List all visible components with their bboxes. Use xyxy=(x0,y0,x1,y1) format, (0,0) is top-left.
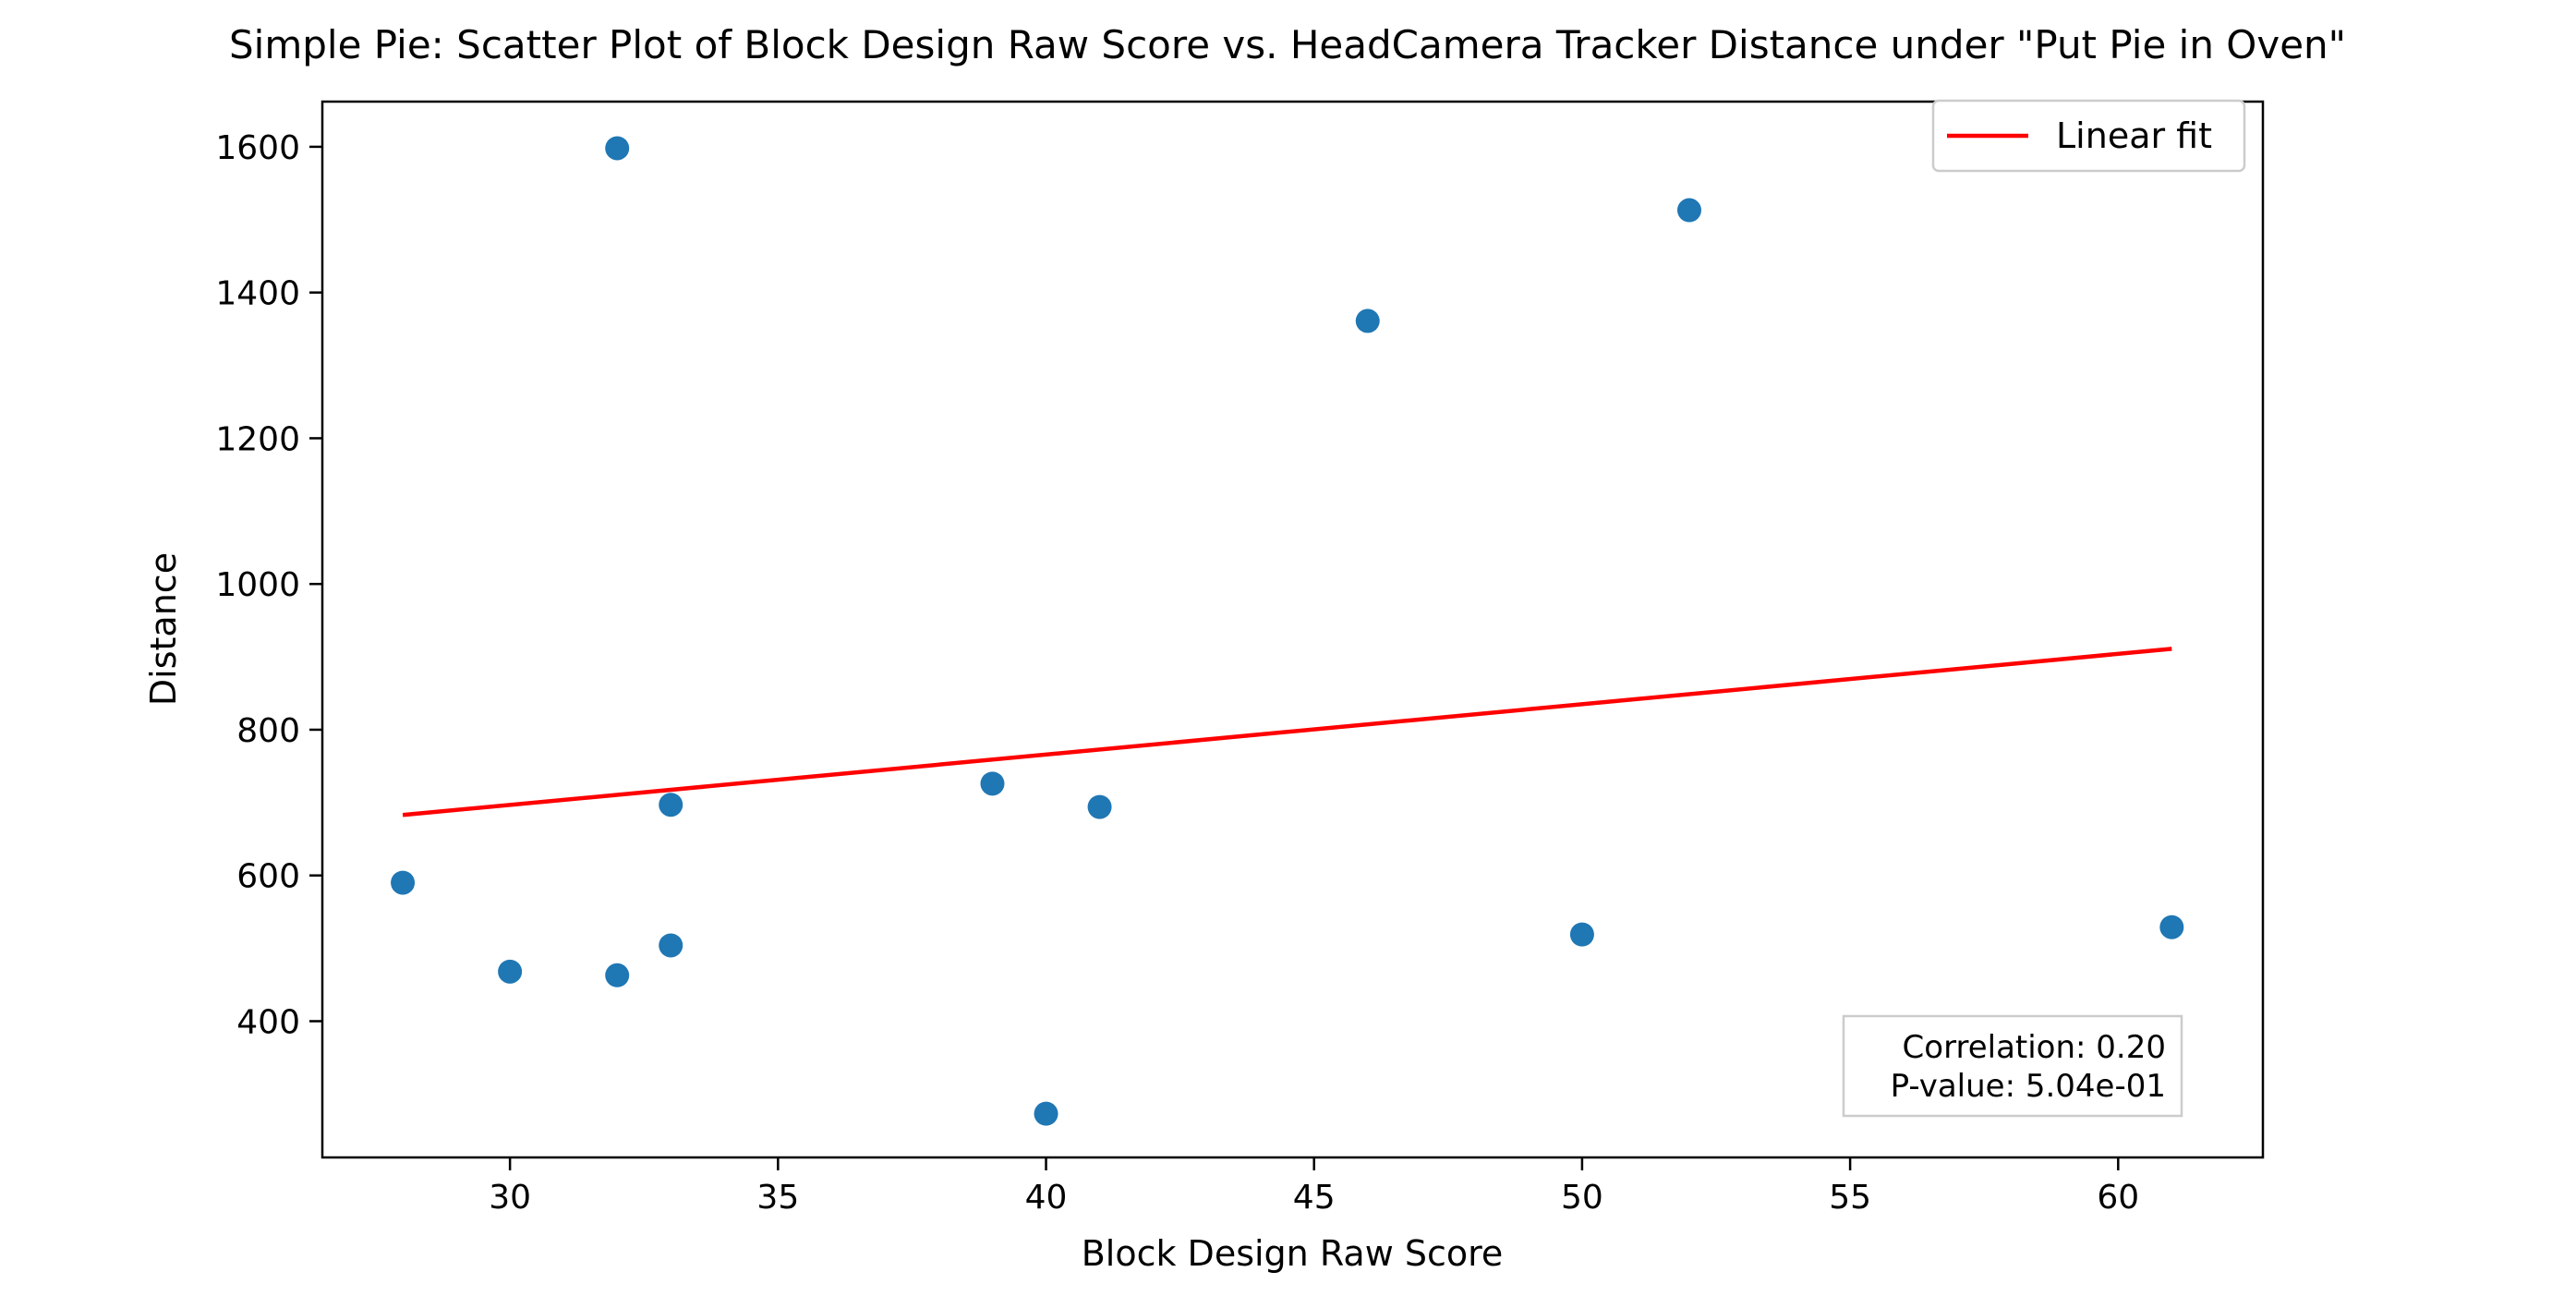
plot-frame xyxy=(320,100,2265,1159)
data-point xyxy=(659,793,683,818)
y-tick-label: 1600 xyxy=(215,129,300,167)
y-tick-label: 1400 xyxy=(215,275,300,313)
stats-box-frame xyxy=(1842,1014,2183,1118)
data-point xyxy=(1569,922,1594,947)
y-tick-label: 600 xyxy=(236,858,300,896)
x-tick-label: 55 xyxy=(1829,1179,1871,1217)
legend: Linear fit xyxy=(1931,99,2246,173)
x-tick-label: 40 xyxy=(1025,1179,1068,1217)
correlation-text: Correlation: 0.20 xyxy=(1903,1029,2166,1066)
y-tick-label: 800 xyxy=(236,712,300,750)
x-tick-label: 35 xyxy=(756,1179,799,1217)
data-point xyxy=(980,771,1005,796)
y-tick-label: 1200 xyxy=(215,420,300,458)
x-tick-label: 45 xyxy=(1293,1179,1336,1217)
stats-box: Correlation: 0.20 P-value: 5.04e-01 xyxy=(1842,1014,2183,1118)
data-point xyxy=(605,136,630,161)
x-axis-label: Block Design Raw Score xyxy=(1082,1233,1504,1274)
linear-fit-line xyxy=(402,647,2172,818)
x-tick-label: 30 xyxy=(489,1179,531,1217)
y-tick-label: 1000 xyxy=(215,566,300,604)
legend-linear-fit-label: Linear fit xyxy=(2056,115,2212,156)
data-point xyxy=(2159,914,2184,939)
x-axis: 30 35 40 45 50 55 60 xyxy=(489,1157,2139,1217)
legend-box xyxy=(1931,99,2246,173)
y-tick-label: 400 xyxy=(236,1003,300,1041)
x-tick-label: 60 xyxy=(2097,1179,2139,1217)
data-point xyxy=(1355,309,1380,333)
data-point xyxy=(1087,794,1112,819)
p-value-text: P-value: 5.04e-01 xyxy=(1891,1068,2166,1105)
x-tick-label: 50 xyxy=(1561,1179,1603,1217)
plot-marks xyxy=(391,136,2184,1126)
y-axis: 400 600 800 1000 1200 1400 1600 xyxy=(215,129,322,1041)
data-point xyxy=(659,933,683,958)
data-point xyxy=(605,963,630,987)
data-point xyxy=(1034,1101,1058,1126)
data-point xyxy=(498,959,523,984)
y-axis-label: Distance xyxy=(143,552,184,706)
chart-title: Simple Pie: Scatter Plot of Block Design… xyxy=(229,22,2346,67)
data-point xyxy=(391,870,416,895)
data-point xyxy=(1676,198,1701,223)
